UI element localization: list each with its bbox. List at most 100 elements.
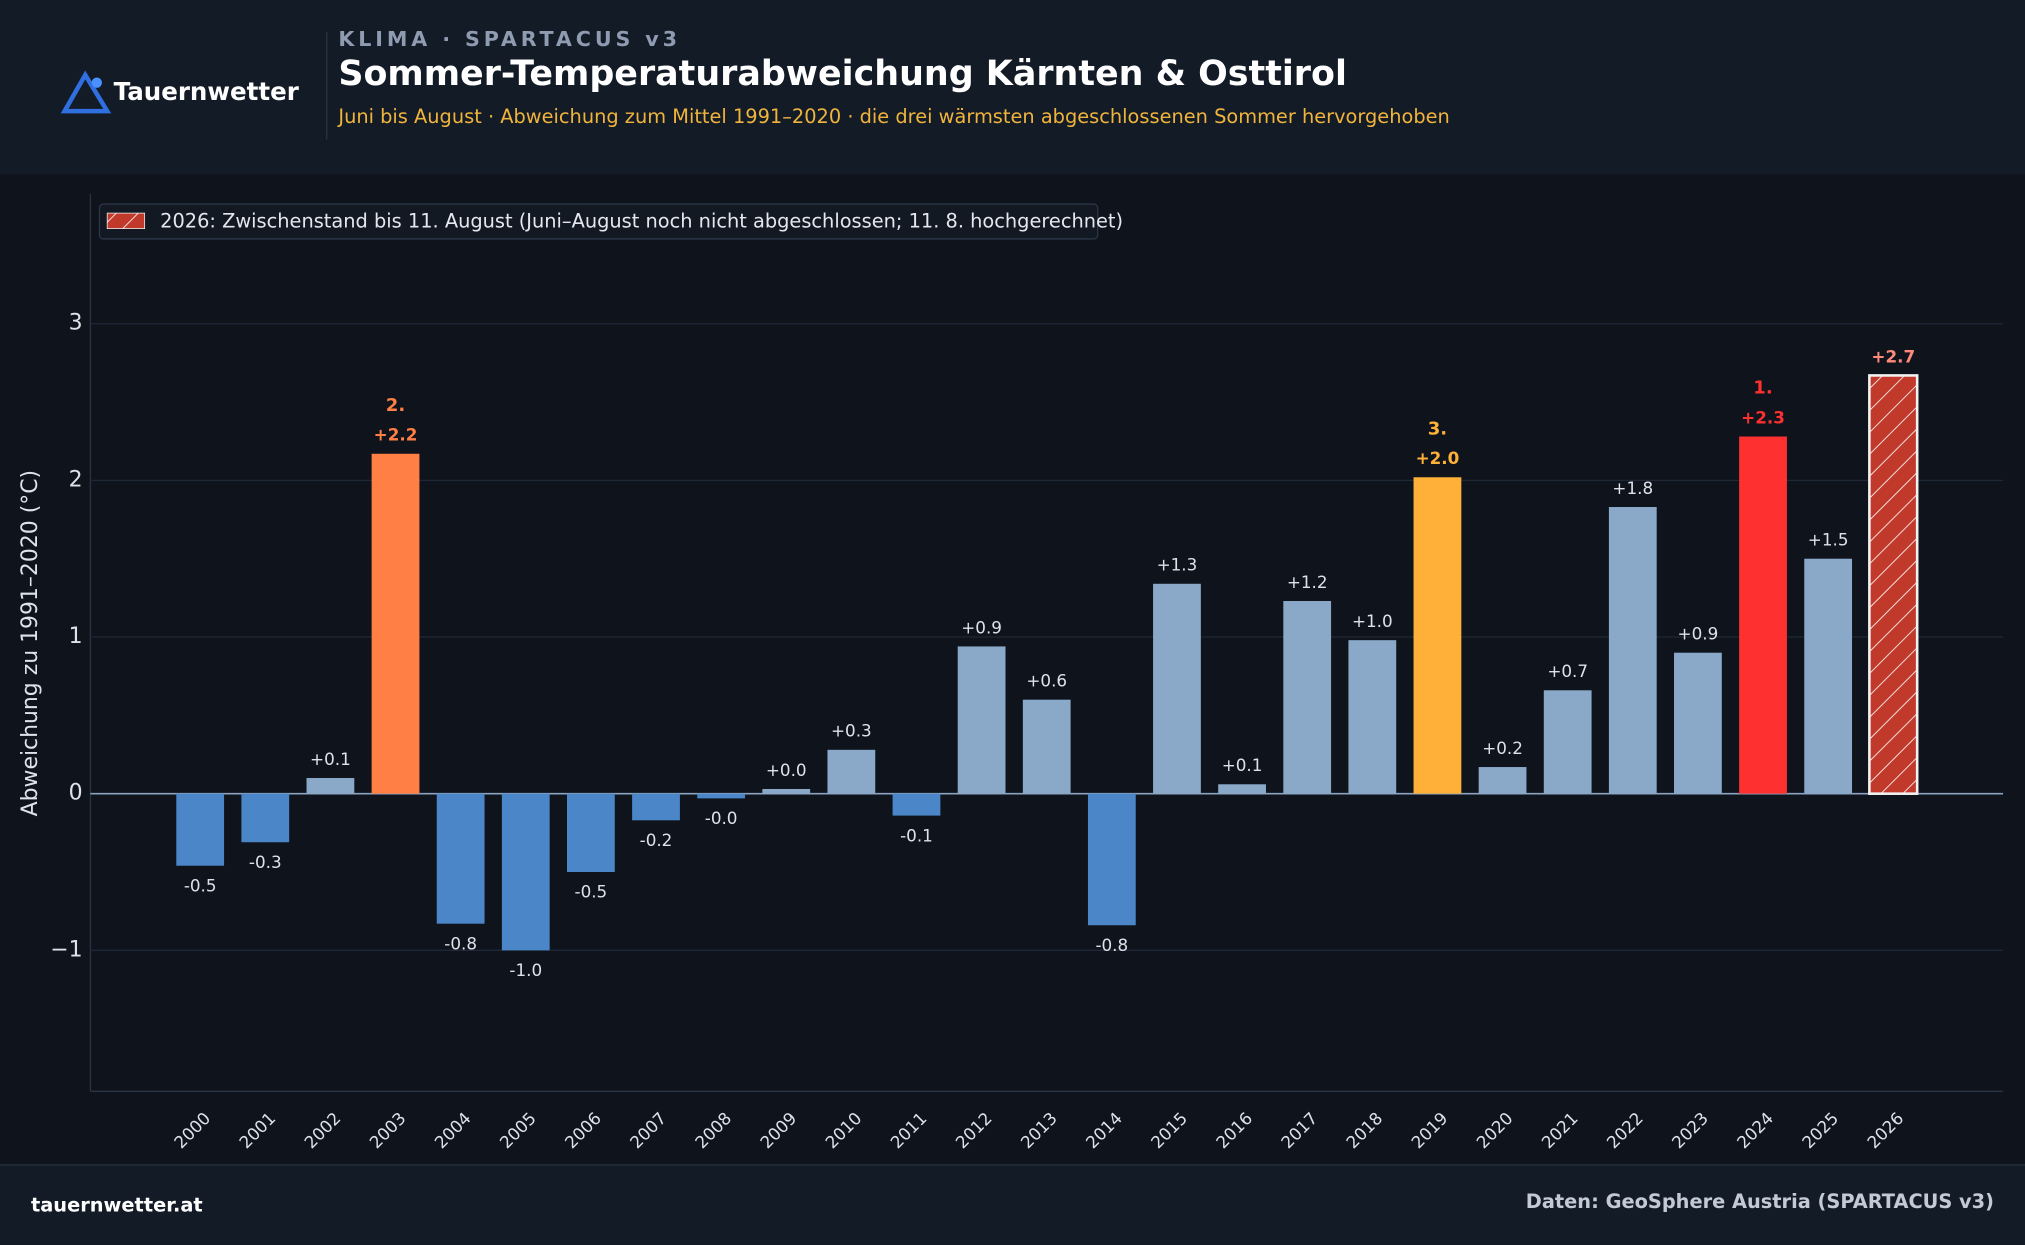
value-label: -0.8	[1095, 935, 1128, 955]
header-bg	[0, 0, 2025, 175]
logo-text: Tauernwetter	[114, 77, 300, 106]
bar	[1283, 601, 1332, 794]
bar	[371, 453, 420, 794]
x-tick-label: 2011	[886, 1108, 930, 1152]
x-tick-label: 2010	[821, 1108, 865, 1152]
y-tick-label: 3	[69, 311, 83, 336]
value-label: +0.9	[1678, 624, 1719, 644]
x-tick-label: 2014	[1082, 1108, 1126, 1152]
bar	[1543, 690, 1592, 794]
x-tick-label: 2022	[1603, 1108, 1647, 1152]
bar	[1087, 793, 1136, 926]
value-label: -0.5	[575, 882, 608, 902]
chart-title: Sommer-Temperaturabweichung Kärnten & Os…	[338, 54, 1347, 94]
x-tick-label: 2019	[1407, 1108, 1451, 1152]
footer-bg	[0, 1164, 2025, 1245]
x-tick-label: 2007	[626, 1108, 670, 1152]
bar	[957, 646, 1006, 794]
x-tick-label: 2008	[691, 1108, 735, 1152]
value-label: +1.5	[1808, 530, 1849, 550]
bar	[436, 793, 485, 924]
x-tick-label: 2003	[365, 1108, 409, 1152]
rank-label: 1.	[1753, 378, 1772, 399]
value-label: +0.3	[831, 721, 872, 741]
value-label: +0.0	[766, 760, 807, 780]
value-label: +2.0	[1416, 448, 1460, 468]
logo-dot	[91, 77, 103, 88]
x-tick-label: 2002	[300, 1108, 344, 1152]
value-label: +1.0	[1352, 611, 1393, 631]
legend: 2026: Zwischenstand bis 11. August (Juni…	[98, 203, 1123, 240]
bar	[1804, 558, 1853, 794]
footer-site: tauernwetter.at	[31, 1194, 203, 1217]
bar	[1348, 640, 1397, 794]
bar	[697, 793, 746, 799]
value-label: +0.2	[1482, 738, 1523, 758]
bar	[306, 778, 355, 794]
chart-subtitle: Juni bis August · Abweichung zum Mittel …	[337, 105, 1449, 128]
value-label: +2.3	[1741, 407, 1785, 427]
x-tick-label: 2026	[1863, 1108, 1907, 1152]
value-label: -0.3	[249, 852, 282, 872]
x-tick-label: 2025	[1798, 1108, 1842, 1152]
logo-icon	[60, 70, 112, 114]
x-tick-label: 2024	[1733, 1108, 1777, 1152]
bar	[1478, 767, 1527, 794]
x-tick-label: 2001	[235, 1108, 279, 1152]
value-label: -0.5	[184, 875, 217, 895]
kicker: KLIMA · SPARTACUS v3	[338, 27, 681, 51]
value-label: +0.9	[961, 617, 1002, 637]
value-label: +1.3	[1157, 555, 1198, 575]
bar	[827, 749, 876, 794]
x-tick-label: 2017	[1277, 1108, 1321, 1152]
bar	[1218, 784, 1266, 794]
value-label: +0.1	[310, 749, 351, 769]
y-tick-label: −1	[50, 937, 82, 962]
x-tick-label: 2013	[1017, 1108, 1061, 1152]
y-tick-label: 0	[69, 781, 83, 806]
bar	[1153, 583, 1201, 794]
y-tick-label: 2	[69, 467, 83, 492]
bar	[1868, 374, 1919, 795]
bar	[632, 793, 680, 821]
value-label: +2.2	[374, 425, 418, 445]
bar	[1739, 436, 1787, 794]
legend-text: 2026: Zwischenstand bis 11. August (Juni…	[160, 210, 1123, 233]
bar	[566, 793, 615, 872]
x-tick-label: 2015	[1147, 1108, 1191, 1152]
value-label: -0.0	[705, 808, 738, 828]
value-label: +2.7	[1871, 346, 1915, 366]
value-label: +1.8	[1612, 478, 1653, 498]
rank-label: 3.	[1428, 418, 1447, 439]
x-tick-label: 2018	[1342, 1108, 1386, 1152]
footer-source: Daten: GeoSphere Austria (SPARTACUS v3)	[1526, 1190, 1994, 1213]
value-label: +0.7	[1547, 661, 1588, 681]
bar	[762, 788, 811, 794]
x-tick-label: 2000	[170, 1108, 214, 1152]
y-tick-label: 1	[69, 624, 83, 649]
value-label: +0.6	[1026, 671, 1067, 691]
bar	[1608, 507, 1657, 794]
x-tick-label: 2004	[430, 1108, 474, 1152]
x-tick-label: 2020	[1472, 1108, 1516, 1152]
value-label: -0.8	[444, 933, 477, 953]
value-label: +1.2	[1287, 572, 1328, 592]
logo: Tauernwetter	[60, 70, 300, 114]
legend-box	[98, 203, 1099, 240]
value-label: -0.2	[640, 830, 673, 850]
bar	[241, 793, 290, 843]
x-tick-label: 2005	[496, 1108, 540, 1152]
bar	[1674, 652, 1722, 794]
bar	[501, 793, 550, 951]
x-tick-label: 2021	[1537, 1108, 1581, 1152]
rank-label: 2.	[386, 395, 405, 416]
bar	[1022, 699, 1071, 794]
bar	[892, 793, 941, 816]
x-tick-label: 2016	[1212, 1108, 1256, 1152]
value-label: -1.0	[509, 960, 542, 980]
x-tick-label: 2009	[756, 1108, 800, 1152]
value-label: +0.1	[1222, 755, 1263, 775]
value-label: -0.1	[900, 825, 933, 845]
x-tick-label: 2012	[951, 1108, 995, 1152]
